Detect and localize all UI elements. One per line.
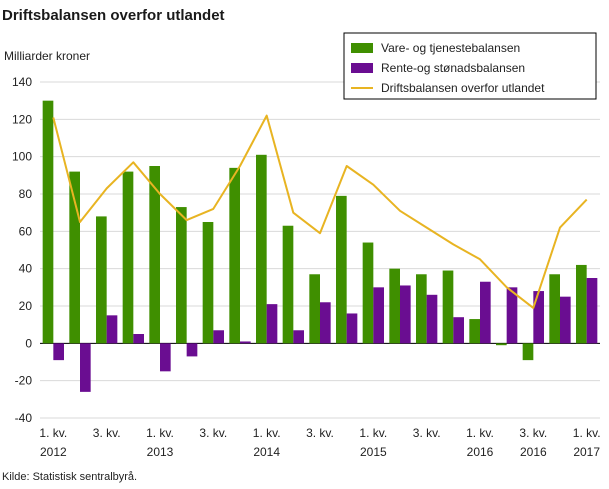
x-tick-year-label: 2013	[147, 445, 174, 459]
bar-goods-services	[442, 270, 454, 344]
bar-goods-services	[469, 319, 480, 344]
bar-goods-services	[176, 207, 187, 344]
legend: Vare- og tjenestebalansen Rente-og støna…	[343, 32, 597, 100]
y-tick-label: 40	[19, 262, 33, 276]
line-layer	[52, 114, 588, 309]
bar-goods-services	[149, 166, 160, 344]
x-tick-year-label: 2015	[360, 445, 387, 459]
bar-income-transfers	[186, 343, 198, 357]
bar-layer	[42, 100, 598, 392]
bar-income-transfers	[560, 296, 571, 344]
y-tick-label: -40	[15, 411, 33, 425]
y-tick-label: 80	[19, 187, 33, 201]
bar-income-transfers	[240, 341, 251, 344]
bar-goods-services	[69, 171, 80, 344]
bar-goods-services	[416, 274, 427, 344]
legend-swatch-green	[351, 43, 373, 53]
y-axis-label: Milliarder kroner	[4, 49, 90, 63]
bar-goods-services	[96, 216, 107, 344]
bar-goods-services	[389, 268, 400, 344]
x-tick-label: 1. kv.	[359, 426, 387, 440]
x-tick-label: 1. kv.	[573, 426, 601, 440]
bar-income-transfers	[53, 343, 64, 361]
x-tick-label: 1. kv.	[253, 426, 281, 440]
bar-goods-services	[122, 171, 134, 344]
axis-layer: -40 -20 0 20 40 60 80 100 120 140 1. kv. 2012 3. kv.…	[12, 75, 601, 459]
bar-income-transfers	[160, 343, 171, 372]
x-tick-label: 3. kv.	[413, 426, 441, 440]
y-tick-label: 20	[19, 299, 33, 313]
x-tick-label: 1. kv.	[466, 426, 494, 440]
legend-label-income-transfers: Rente-og stønadsbalansen	[381, 61, 525, 75]
x-tick-label: 1. kv.	[39, 426, 67, 440]
x-tick-year-label: 2016	[520, 445, 547, 459]
bar-goods-services	[42, 100, 54, 344]
bar-income-transfers	[320, 302, 331, 344]
bar-goods-services	[336, 195, 347, 344]
source-note: Kilde: Statistisk sentralbyrå.	[2, 471, 138, 483]
legend-label-current-account: Driftsbalansen overfor utlandet	[381, 81, 545, 95]
x-tick-year-label: 2017	[573, 445, 600, 459]
x-tick-label: 1. kv.	[146, 426, 174, 440]
bar-goods-services	[309, 274, 320, 344]
bar-income-transfers	[533, 291, 544, 344]
y-tick-label: 100	[12, 150, 32, 164]
bar-income-transfers	[80, 343, 91, 392]
y-tick-label: 120	[12, 112, 32, 126]
bar-income-transfers	[293, 330, 304, 344]
bar-income-transfers	[106, 315, 118, 344]
line-current-account	[52, 114, 588, 309]
legend-label-goods-services: Vare- og tjenestebalansen	[381, 41, 520, 55]
bar-income-transfers	[266, 304, 278, 344]
x-tick-label: 3. kv.	[519, 426, 547, 440]
bar-goods-services	[229, 167, 240, 344]
bar-income-transfers	[346, 313, 358, 344]
x-tick-label: 3. kv.	[306, 426, 334, 440]
bar-income-transfers	[480, 281, 491, 344]
bar-income-transfers	[133, 334, 144, 344]
bar-goods-services	[256, 154, 267, 344]
bar-goods-services	[202, 222, 214, 344]
x-tick-label: 3. kv.	[93, 426, 121, 440]
bar-income-transfers	[373, 287, 384, 344]
bar-income-transfers	[453, 317, 464, 344]
x-tick-year-label: 2014	[253, 445, 280, 459]
legend-frame	[343, 32, 597, 100]
bar-income-transfers	[400, 285, 411, 344]
y-tick-label: 0	[25, 336, 32, 350]
x-tick-year-label: 2012	[40, 445, 67, 459]
chart-title: Driftsbalansen overfor utlandet	[2, 7, 225, 24]
bar-income-transfers	[426, 294, 438, 344]
y-tick-label: -20	[15, 374, 33, 388]
bar-income-transfers	[506, 287, 518, 344]
y-tick-label: 60	[19, 224, 33, 238]
bar-goods-services	[549, 274, 560, 344]
legend-swatch-purple	[351, 63, 373, 73]
bar-goods-services	[362, 242, 374, 344]
bar-goods-services	[576, 264, 587, 344]
y-tick-label: 140	[12, 75, 32, 89]
bar-goods-services	[496, 343, 507, 346]
bar-income-transfers	[213, 330, 224, 344]
x-tick-year-label: 2016	[467, 445, 494, 459]
bar-goods-services	[522, 343, 534, 361]
bar-income-transfers	[586, 278, 598, 344]
x-tick-label: 3. kv.	[199, 426, 227, 440]
bar-goods-services	[282, 225, 294, 344]
